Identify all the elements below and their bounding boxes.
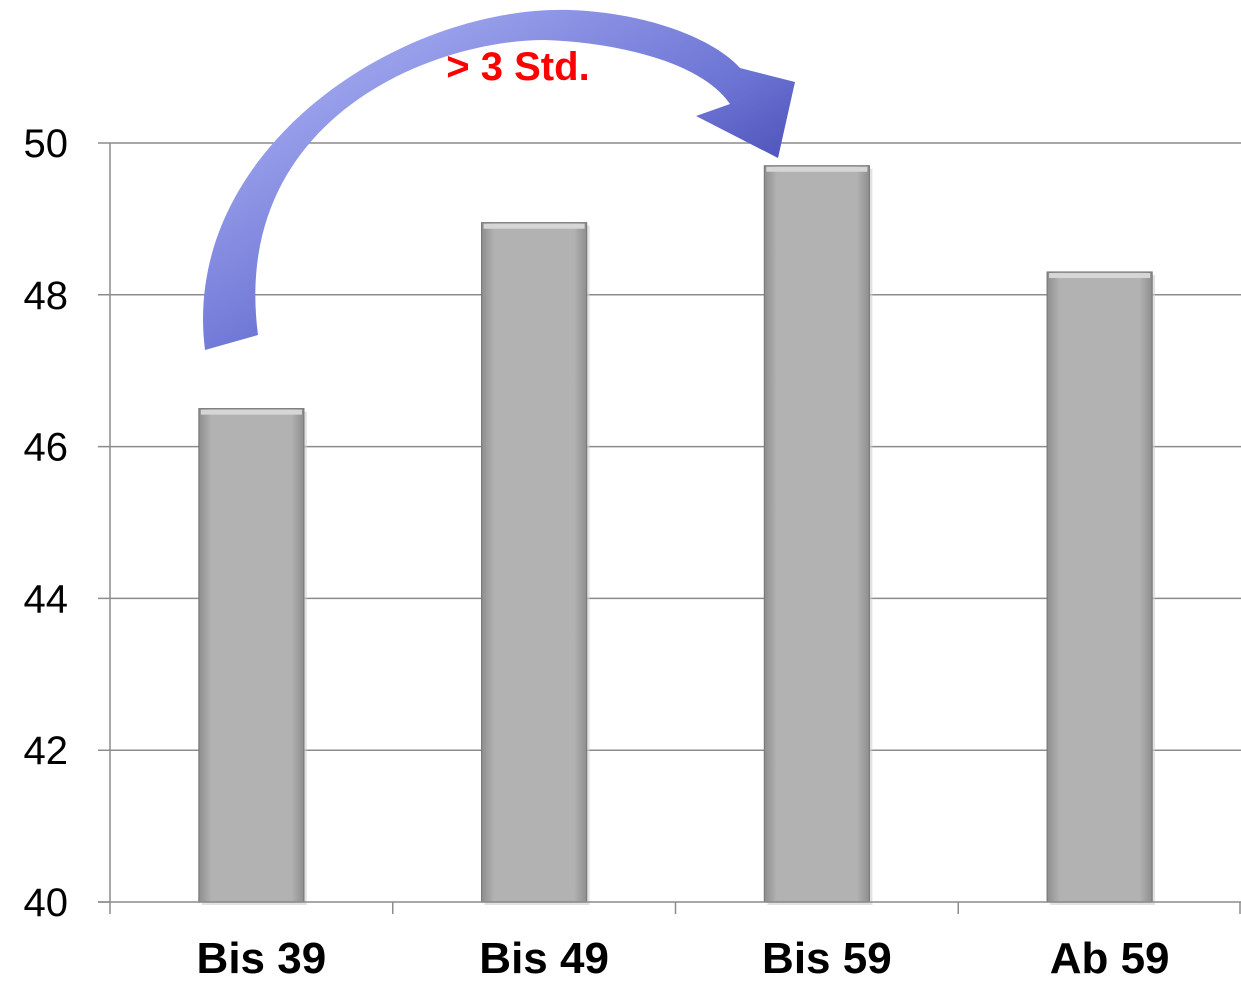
bar-top-highlight	[1049, 273, 1151, 279]
bar	[198, 408, 307, 905]
y-tick-label: 50	[24, 122, 69, 166]
bar-body	[198, 408, 305, 903]
y-axis-ticks: 40 42 44 46 48 50	[24, 122, 69, 925]
annotation-label: > 3 Std.	[446, 45, 589, 89]
annotation: > 3 Std.	[203, 9, 795, 350]
y-tick-label: 42	[24, 729, 69, 773]
x-tick-label: Bis 59	[762, 934, 892, 983]
bar-body	[481, 222, 588, 903]
x-tick-label: Ab 59	[1050, 934, 1170, 983]
bars	[198, 165, 1156, 905]
bar	[1046, 271, 1156, 905]
y-tick-label: 44	[24, 577, 69, 621]
y-tick-label: 46	[24, 426, 69, 470]
bar-top-highlight	[200, 409, 302, 415]
y-tick-label: 40	[24, 881, 69, 925]
bar-top-highlight	[483, 223, 585, 229]
y-tick-label: 48	[24, 274, 69, 318]
bar	[481, 222, 590, 905]
bar	[763, 165, 873, 905]
bar-body	[1046, 271, 1153, 903]
axes	[98, 143, 1241, 914]
bar-body	[763, 165, 870, 903]
x-axis-labels: Bis 39 Bis 49 Bis 59 Ab 59	[197, 934, 1170, 983]
x-tick-label: Bis 49	[479, 934, 609, 983]
x-tick-label: Bis 39	[197, 934, 327, 983]
bar-top-highlight	[766, 166, 868, 172]
curved-arrow	[203, 9, 795, 350]
